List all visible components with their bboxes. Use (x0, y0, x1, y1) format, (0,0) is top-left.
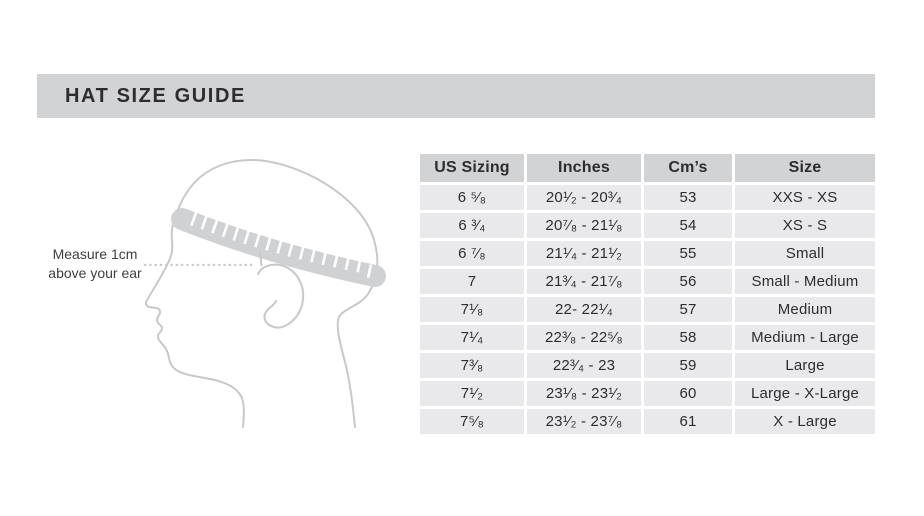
table-row: 7 21³⁄₄ - 21⁷⁄₈ 56 Small - Medium (420, 269, 875, 294)
table-row: 6 ⁵⁄₈ 20¹⁄₂ - 20³⁄₄ 53 XXS - XS (420, 185, 875, 210)
col-header-size: Size (735, 154, 875, 182)
measure-caption-line2: above your ear (48, 265, 142, 281)
title-bar: HAT SIZE GUIDE (37, 74, 875, 118)
cell-cms: 56 (644, 269, 732, 294)
cell-inches: 23¹⁄₂ - 23⁷⁄₈ (527, 409, 641, 434)
cell-size: Small - Medium (735, 269, 875, 294)
head-illustration-svg (143, 159, 386, 428)
cell-size: XXS - XS (735, 185, 875, 210)
size-table-header: US Sizing Inches Cm’s Size (420, 154, 875, 182)
measure-caption-line1: Measure 1cm (52, 246, 138, 262)
table-row: 7¹⁄₄ 22³⁄₈ - 22⁵⁄₈ 58 Medium - Large (420, 325, 875, 350)
head-illustration: Measure 1cm above your ear (30, 150, 420, 480)
cell-inches: 22- 22¹⁄₄ (527, 297, 641, 322)
ear-path (257, 263, 305, 329)
cell-cms: 54 (644, 213, 732, 238)
cell-size: Large (735, 353, 875, 378)
header-row: US Sizing Inches Cm’s Size (420, 154, 875, 182)
cell-us-sizing: 6 ⁵⁄₈ (420, 185, 524, 210)
cell-inches: 20¹⁄₂ - 20³⁄₄ (527, 185, 641, 210)
size-table: US Sizing Inches Cm’s Size 6 ⁵⁄₈ 20¹⁄₂ -… (417, 151, 878, 437)
cell-us-sizing: 7¹⁄₂ (420, 381, 524, 406)
tape-tick-marks (190, 212, 373, 278)
col-header-inches: Inches (527, 154, 641, 182)
cell-size: X - Large (735, 409, 875, 434)
page-title: HAT SIZE GUIDE (65, 84, 246, 107)
cell-cms: 60 (644, 381, 732, 406)
table-row: 6 ⁷⁄₈ 21¹⁄₄ - 21¹⁄₂ 55 Small (420, 241, 875, 266)
table-row: 7¹⁄₂ 23¹⁄₈ - 23¹⁄₂ 60 Large - X-Large (420, 381, 875, 406)
col-header-us-sizing: US Sizing (420, 154, 524, 182)
cell-us-sizing: 7 (420, 269, 524, 294)
size-table-body: 6 ⁵⁄₈ 20¹⁄₂ - 20³⁄₄ 53 XXS - XS 6 ³⁄₄ 20… (420, 185, 875, 434)
table-row: 7³⁄₈ 22³⁄₄ - 23 59 Large (420, 353, 875, 378)
cell-us-sizing: 6 ⁷⁄₈ (420, 241, 524, 266)
cell-cms: 53 (644, 185, 732, 210)
cell-cms: 55 (644, 241, 732, 266)
cell-inches: 21³⁄₄ - 21⁷⁄₈ (527, 269, 641, 294)
head-outline-path (144, 159, 379, 428)
cell-us-sizing: 7⁵⁄₈ (420, 409, 524, 434)
cell-cms: 59 (644, 353, 732, 378)
cell-size: Large - X-Large (735, 381, 875, 406)
cell-size: Medium (735, 297, 875, 322)
cell-us-sizing: 6 ³⁄₄ (420, 213, 524, 238)
cell-us-sizing: 7³⁄₈ (420, 353, 524, 378)
measure-pointer-line (259, 251, 263, 267)
table-row: 6 ³⁄₄ 20⁷⁄₈ - 21¹⁄₈ 54 XS - S (420, 213, 875, 238)
cell-size: Medium - Large (735, 325, 875, 350)
cell-inches: 21¹⁄₄ - 21¹⁄₂ (527, 241, 641, 266)
cell-cms: 61 (644, 409, 732, 434)
cell-cms: 58 (644, 325, 732, 350)
cell-cms: 57 (644, 297, 732, 322)
cell-inches: 22³⁄₈ - 22⁵⁄₈ (527, 325, 641, 350)
cell-us-sizing: 7¹⁄₈ (420, 297, 524, 322)
table-row: 7⁵⁄₈ 23¹⁄₂ - 23⁷⁄₈ 61 X - Large (420, 409, 875, 434)
cell-size: Small (735, 241, 875, 266)
cell-inches: 23¹⁄₈ - 23¹⁄₂ (527, 381, 641, 406)
table-row: 7¹⁄₈ 22- 22¹⁄₄ 57 Medium (420, 297, 875, 322)
col-header-cms: Cm’s (644, 154, 732, 182)
cell-inches: 20⁷⁄₈ - 21¹⁄₈ (527, 213, 641, 238)
cell-inches: 22³⁄₄ - 23 (527, 353, 641, 378)
cell-size: XS - S (735, 213, 875, 238)
measure-caption: Measure 1cm above your ear (37, 245, 153, 283)
cell-us-sizing: 7¹⁄₄ (420, 325, 524, 350)
